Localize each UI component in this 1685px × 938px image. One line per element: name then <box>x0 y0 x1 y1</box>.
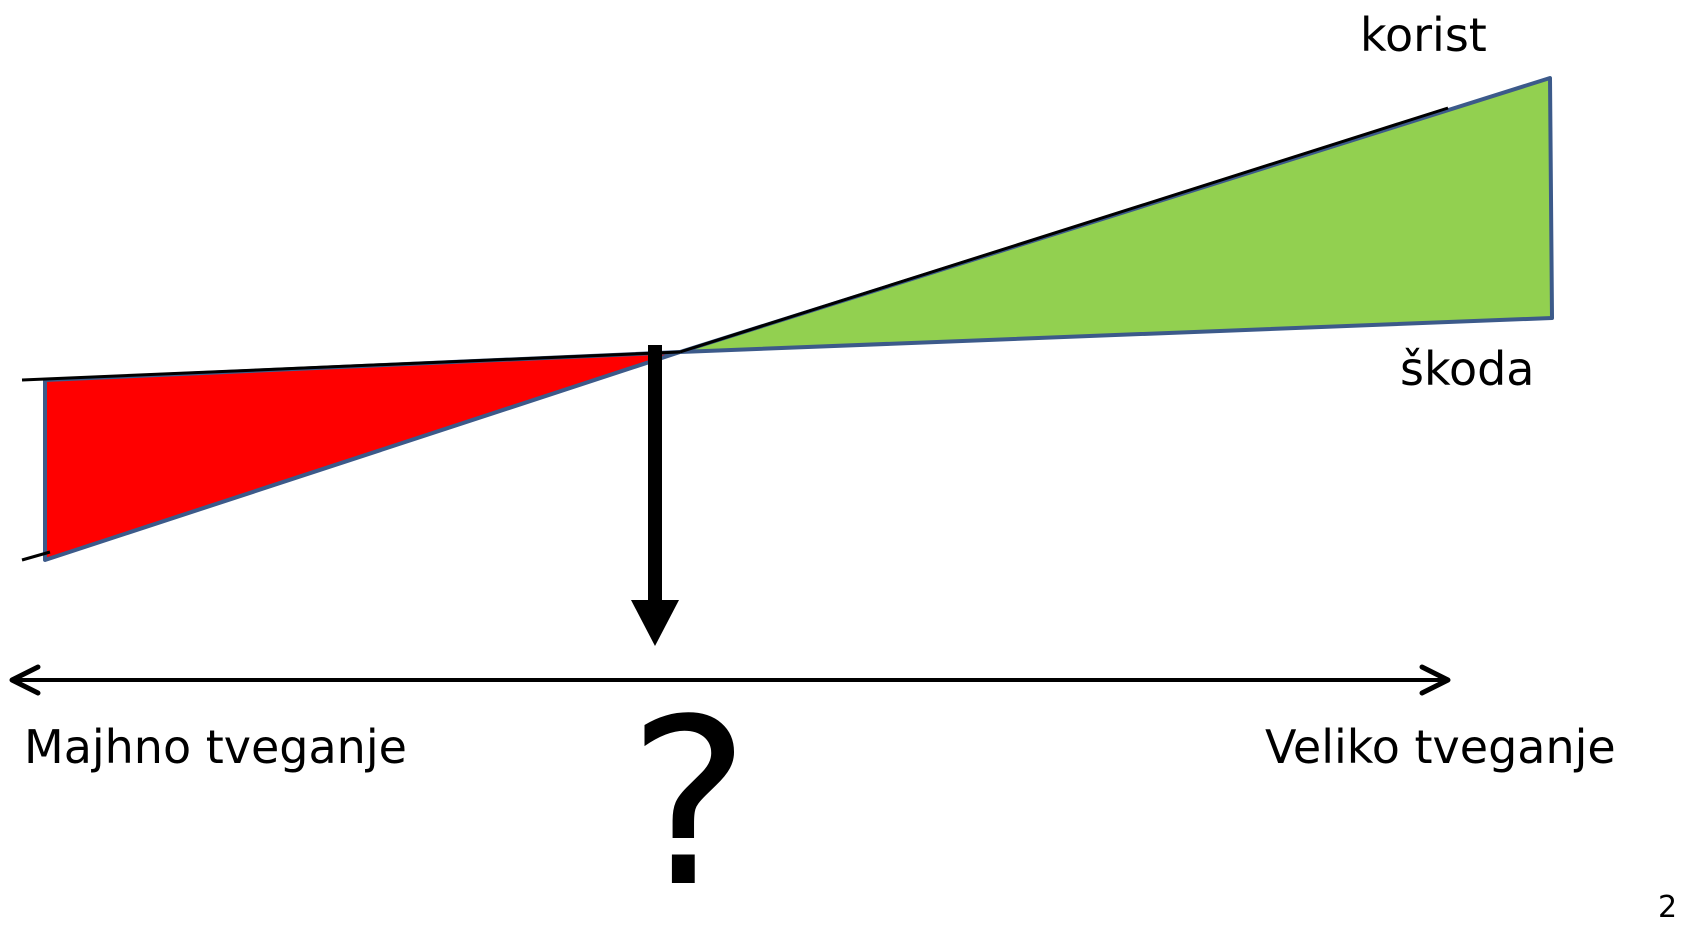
low-risk-label: Majhno tveganje <box>24 724 407 770</box>
high-risk-label: Veliko tveganje <box>1265 724 1616 770</box>
harm-wedge <box>45 352 680 560</box>
risk-benefit-diagram <box>0 0 1685 915</box>
question-mark: ? <box>628 690 750 920</box>
benefit-label: korist <box>1360 12 1487 58</box>
harm-label: škoda <box>1400 346 1535 392</box>
pointer-arrow-head <box>631 600 679 646</box>
page-number: 2 <box>1658 893 1677 923</box>
